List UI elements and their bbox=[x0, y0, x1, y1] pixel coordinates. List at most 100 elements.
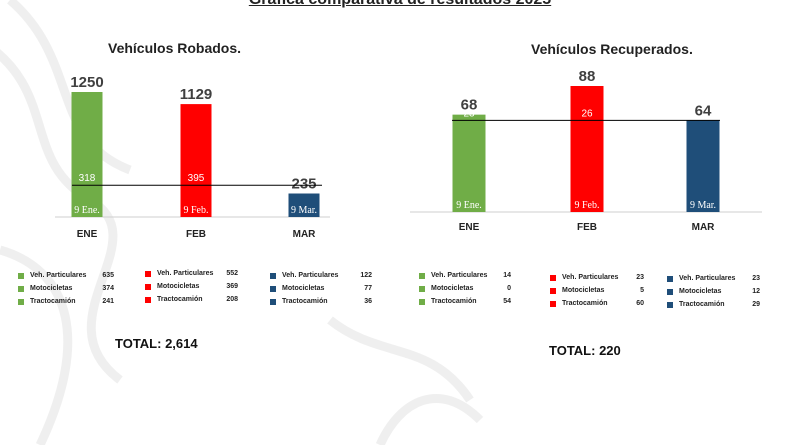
legend-value: 0 bbox=[507, 285, 511, 292]
legend-item: Veh. Particulares 552 bbox=[145, 270, 238, 277]
legend-label: Tractocamión bbox=[562, 300, 608, 307]
legend-value: 60 bbox=[636, 300, 644, 307]
legend-item: Veh. Particulares 23 bbox=[667, 275, 760, 282]
bar-ene bbox=[452, 114, 486, 212]
legend-swatch bbox=[145, 296, 151, 303]
legend-label: Motocicletas bbox=[157, 283, 200, 290]
legend-label: Tractocamión bbox=[431, 298, 477, 305]
legend-value: 36 bbox=[364, 298, 372, 305]
page-title: Gráfica comparativa de resultados 2025 bbox=[0, 0, 800, 9]
legend-label: Veh. Particulares bbox=[30, 272, 87, 279]
legend-label: Veh. Particulares bbox=[282, 272, 339, 279]
legend-swatch bbox=[18, 272, 24, 279]
category-label: FEB bbox=[577, 222, 597, 233]
category-label: ENE bbox=[77, 229, 98, 240]
legend-swatch bbox=[667, 301, 673, 308]
legend-item: Tractocamión 29 bbox=[667, 301, 760, 308]
bar-value-label: 88 bbox=[579, 68, 596, 85]
category-label: ENE bbox=[459, 222, 480, 233]
legend-value: 14 bbox=[503, 272, 511, 279]
bar-feb bbox=[180, 104, 212, 217]
legend-value: 54 bbox=[503, 298, 511, 305]
legend-label: Motocicletas bbox=[679, 288, 722, 295]
legend-item: Veh. Particulares 122 bbox=[270, 272, 372, 279]
bar-mar bbox=[288, 193, 320, 217]
total-recuperados: TOTAL: 220 bbox=[549, 343, 621, 358]
legend-item: Motocicletas 0 bbox=[419, 285, 511, 292]
legend-label: Tractocamión bbox=[679, 301, 725, 308]
bar-mar bbox=[686, 120, 720, 212]
legend-swatch bbox=[270, 298, 276, 305]
legend-label: Tractocamión bbox=[282, 298, 328, 305]
bar-value-label: 64 bbox=[695, 102, 712, 119]
legend-value: 208 bbox=[226, 296, 238, 303]
bar-inner-label: 26 bbox=[581, 108, 593, 119]
bar-value-label: 68 bbox=[461, 97, 478, 114]
legend-value: 369 bbox=[226, 283, 238, 290]
category-label: MAR bbox=[293, 229, 317, 240]
bar-value-label: 1129 bbox=[180, 86, 213, 103]
legend-item: Tractocamión 60 bbox=[550, 300, 644, 307]
legend-label: Motocicletas bbox=[282, 285, 325, 292]
legend-value: 77 bbox=[364, 285, 372, 292]
legend-value: 552 bbox=[226, 270, 238, 277]
legend-value: 29 bbox=[752, 301, 760, 308]
legend-value: 241 bbox=[102, 298, 114, 305]
legend-value: 23 bbox=[636, 274, 644, 281]
legend-swatch bbox=[270, 272, 276, 279]
legend-item: Tractocamión 54 bbox=[419, 298, 511, 305]
category-label: FEB bbox=[186, 229, 206, 240]
legend-label: Veh. Particulares bbox=[157, 270, 214, 277]
legend-value: 5 bbox=[640, 287, 644, 294]
legend-swatch bbox=[667, 288, 673, 295]
legend-value: 122 bbox=[360, 272, 372, 279]
bar-base-label: 9 Feb. bbox=[184, 205, 209, 216]
legend-value: 23 bbox=[752, 275, 760, 282]
legend-item: Motocicletas 5 bbox=[550, 287, 644, 294]
legend-swatch bbox=[18, 298, 24, 305]
legend-item: Motocicletas 77 bbox=[270, 285, 372, 292]
bar-base-label: 9 Feb. bbox=[575, 200, 600, 211]
legend-item: Tractocamión 241 bbox=[18, 298, 114, 305]
legend-label: Tractocamión bbox=[30, 298, 76, 305]
bar-inner-label: 23 bbox=[463, 108, 475, 119]
bar-value-label: 1250 bbox=[70, 74, 103, 91]
legend-item: Veh. Particulares 23 bbox=[550, 274, 644, 281]
legend-item: Motocicletas 12 bbox=[667, 288, 760, 295]
legend-label: Veh. Particulares bbox=[679, 275, 736, 282]
legend-swatch bbox=[18, 285, 24, 292]
legend-item: Motocicletas 374 bbox=[18, 285, 114, 292]
legend-label: Tractocamión bbox=[157, 296, 203, 303]
legend-item: Tractocamión 36 bbox=[270, 298, 372, 305]
bar-feb bbox=[570, 86, 604, 212]
bar-base-label: 9 Mar. bbox=[690, 200, 716, 211]
legend-value: 635 bbox=[102, 272, 114, 279]
legend-swatch bbox=[667, 275, 673, 282]
legend-swatch bbox=[550, 300, 556, 307]
legend-item: Motocicletas 369 bbox=[145, 283, 238, 290]
legend-swatch bbox=[145, 270, 151, 277]
bar-value-label: 235 bbox=[291, 176, 316, 193]
total-robados: TOTAL: 2,614 bbox=[115, 336, 198, 351]
legend-swatch bbox=[550, 274, 556, 281]
legend-swatch bbox=[419, 298, 425, 305]
bar-base-label: 9 Ene. bbox=[456, 200, 482, 211]
chart-title-robados: Vehículos Robados. bbox=[108, 40, 242, 56]
legend-label: Motocicletas bbox=[30, 285, 73, 292]
legend-label: Motocicletas bbox=[431, 285, 474, 292]
bar-base-label: 9 Mar. bbox=[291, 205, 317, 216]
legend-value: 374 bbox=[102, 285, 114, 292]
bar-base-label: 9 Ene. bbox=[74, 205, 100, 216]
legend-swatch bbox=[419, 272, 425, 279]
bar-inner-label: 395 bbox=[188, 173, 205, 184]
legend-item: Veh. Particulares 635 bbox=[18, 272, 114, 279]
legend-label: Veh. Particulares bbox=[562, 274, 619, 281]
chart-title-recuperados: Vehículos Recuperados. bbox=[531, 41, 693, 57]
legend-swatch bbox=[145, 283, 151, 290]
legend-label: Veh. Particulares bbox=[431, 272, 488, 279]
legend-swatch bbox=[550, 287, 556, 294]
legend-value: 12 bbox=[752, 288, 760, 295]
legend-item: Tractocamión 208 bbox=[145, 296, 238, 303]
bar-inner-label: 318 bbox=[79, 173, 96, 184]
